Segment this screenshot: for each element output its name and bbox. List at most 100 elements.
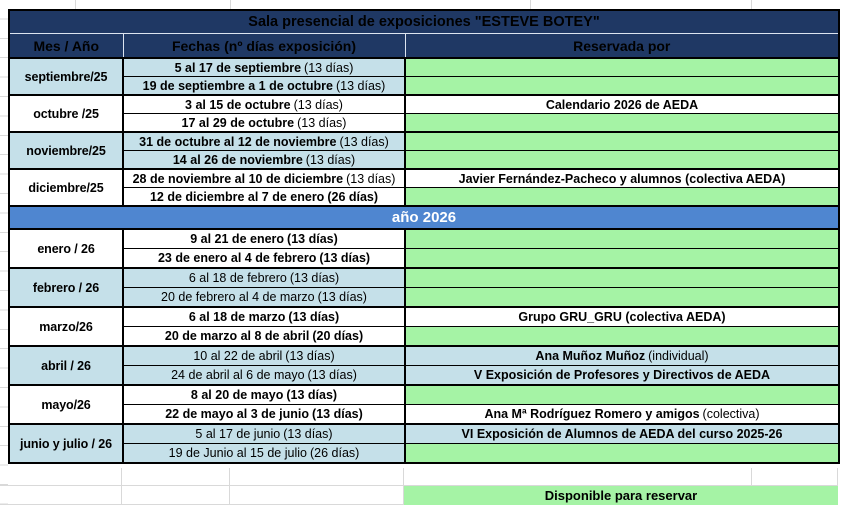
- reserved-by-cell[interactable]: Calendario 2026 de AEDA: [404, 94, 840, 114]
- col-header-mes-ano[interactable]: Mes / Año: [9, 33, 124, 58]
- column-gridline: [230, 0, 231, 9]
- days-count-text: (13 días): [283, 427, 333, 441]
- month-label-cell[interactable]: octubre /25: [8, 94, 124, 133]
- reserved-by-text: V Exposición de Profesores y Directivos …: [473, 368, 771, 382]
- month-label-cell[interactable]: diciembre/25: [8, 168, 124, 207]
- date-range-text: 19 de Junio al 15 de julio: [168, 446, 307, 460]
- date-range-cell[interactable]: 20 de marzo al 8 de abril (20 días): [122, 326, 406, 347]
- month-label-cell[interactable]: noviembre/25: [8, 131, 124, 170]
- date-range-cell[interactable]: 3 al 15 de octubre (13 días): [122, 94, 406, 114]
- date-range-cell[interactable]: 19 de septiembre a 1 de octubre (13 días): [122, 76, 406, 96]
- days-count-text: (13 días): [286, 388, 338, 402]
- days-count-text: (26 días): [327, 189, 379, 204]
- available-legend-cell[interactable]: Disponible para reservar: [404, 486, 838, 505]
- month-label-cell[interactable]: febrero / 26: [8, 267, 124, 308]
- reserved-by-cell[interactable]: V Exposición de Profesores y Directivos …: [404, 365, 840, 386]
- date-range-cell[interactable]: 6 al 18 de marzo (13 días): [122, 306, 406, 327]
- column-gridline: [75, 0, 76, 9]
- date-range-cell[interactable]: 14 al 26 de noviembre (13 días): [122, 150, 406, 170]
- column-gridline: [530, 0, 531, 9]
- month-label-cell[interactable]: enero / 26: [8, 228, 124, 269]
- date-range-cell[interactable]: 17 al 29 de octubre (13 días): [122, 113, 406, 133]
- date-range-cell[interactable]: 19 de Junio al 15 de julio (26 días): [122, 443, 406, 464]
- available-slot-cell[interactable]: [404, 228, 840, 249]
- available-slot-cell[interactable]: [404, 187, 840, 207]
- reserved-by-cell[interactable]: VI Exposición de Alumnos de AEDA del cur…: [404, 423, 840, 444]
- days-count-text: (13 días): [336, 78, 386, 93]
- days-count-text: (13 días): [339, 134, 389, 149]
- date-range-text: 23 de enero al 4 de febrero: [157, 251, 317, 265]
- days-count-text: (13 días): [317, 290, 367, 304]
- date-range-text: 14 al 26 de noviembre: [172, 152, 303, 167]
- reserved-by-cell[interactable]: Javier Fernández-Pacheco y alumnos (cole…: [404, 168, 840, 188]
- available-slot-cell[interactable]: [404, 443, 840, 464]
- days-count-text: (13 días): [304, 60, 354, 75]
- sheet-title-cell[interactable]: Sala presencial de exposiciones "ESTEVE …: [9, 10, 839, 34]
- date-range-text: 17 al 29 de octubre: [181, 115, 295, 130]
- available-slot-cell[interactable]: [404, 150, 840, 170]
- date-range-text: 9 al 21 de enero: [190, 232, 285, 246]
- date-range-cell[interactable]: 10 al 22 de abril (13 días): [122, 345, 406, 366]
- available-slot-cell[interactable]: [404, 131, 840, 151]
- month-label-cell[interactable]: junio y julio / 26: [8, 423, 124, 464]
- date-range-cell[interactable]: 28 de noviembre al 10 de diciembre (13 dí…: [122, 168, 406, 188]
- date-range-text: 6 al 18 de febrero: [188, 271, 287, 285]
- reserved-by-cell[interactable]: Grupo GRU_GRU (colectiva AEDA): [404, 306, 840, 327]
- date-range-cell[interactable]: 8 al 20 de mayo (13 días): [122, 384, 406, 405]
- date-range-text: 31 de octubre al 12 de noviembre: [139, 134, 337, 149]
- date-range-cell[interactable]: 12 de diciembre al 7 de enero (26 días): [122, 187, 406, 207]
- available-slot-cell[interactable]: [404, 113, 840, 133]
- available-slot-cell[interactable]: [404, 326, 840, 347]
- available-slot-cell[interactable]: [404, 287, 840, 308]
- date-range-cell[interactable]: 5 al 17 de junio (13 días): [122, 423, 406, 444]
- days-count-text: (13 días): [346, 171, 396, 186]
- reserved-by-text: Grupo GRU_GRU (colectiva AEDA): [518, 310, 726, 324]
- date-range-text: 24 de abril al 6 de mayo: [171, 368, 305, 382]
- available-slot-cell[interactable]: [404, 57, 840, 77]
- month-label-cell[interactable]: abril / 26: [8, 345, 124, 386]
- month-label-cell[interactable]: mayo/26: [8, 384, 124, 425]
- date-range-text: 20 de febrero al 4 de marzo: [161, 290, 315, 304]
- column-gridline: [403, 468, 404, 505]
- reservation-type-text: (individual): [648, 349, 709, 363]
- exhibition-schedule-table: Sala presencial de exposiciones "ESTEVE …: [8, 9, 840, 464]
- column-gridline: [751, 0, 752, 9]
- days-count-text: (13 días): [307, 368, 357, 382]
- date-range-text: 6 al 18 de marzo: [188, 310, 286, 324]
- date-range-cell[interactable]: 31 de octubre al 12 de noviembre (13 días…: [122, 131, 406, 151]
- reserved-by-cell[interactable]: Ana Muñoz Muñoz (individual): [404, 345, 840, 366]
- date-range-cell[interactable]: 24 de abril al 6 de mayo (13 días): [122, 365, 406, 386]
- reservation-type-text: (colectiva): [702, 407, 760, 421]
- date-range-cell[interactable]: 22 de mayo al 3 de junio (13 días): [122, 404, 406, 425]
- date-range-text: 19 de septiembre a 1 de octubre: [142, 78, 333, 93]
- date-range-cell[interactable]: 9 al 21 de enero (13 días): [122, 228, 406, 249]
- date-range-cell[interactable]: 6 al 18 de febrero (13 días): [122, 267, 406, 288]
- date-range-cell[interactable]: 20 de febrero al 4 de marzo (13 días): [122, 287, 406, 308]
- reserved-by-text: VI Exposición de Alumnos de AEDA del cur…: [461, 427, 783, 441]
- days-count-text: (13 días): [297, 115, 347, 130]
- available-slot-cell[interactable]: [404, 384, 840, 405]
- days-count-text: (13 días): [305, 152, 356, 167]
- available-slot-cell[interactable]: [404, 76, 840, 96]
- available-slot-cell[interactable]: [404, 248, 840, 269]
- year-banner-cell[interactable]: año 2026: [8, 205, 840, 230]
- date-range-cell[interactable]: 5 al 17 de septiembre (13 días): [122, 57, 406, 77]
- month-label-cell[interactable]: marzo/26: [8, 306, 124, 347]
- col-header-reservada-por[interactable]: Reservada por: [405, 33, 840, 58]
- date-range-text: 8 al 20 de mayo: [190, 388, 284, 402]
- days-count-text: (13 días): [319, 251, 371, 265]
- schedule-body: septiembre/25 5 al 17 de septiembre (13 dí…: [8, 57, 840, 464]
- date-range-cell[interactable]: 23 de enero al 4 de febrero (13 días): [122, 248, 406, 269]
- reserved-by-text: Javier Fernández-Pacheco y alumnos (cole…: [458, 171, 786, 186]
- date-range-text: 20 de marzo al 8 de abril: [164, 329, 310, 343]
- month-label-cell[interactable]: septiembre/25: [8, 57, 124, 96]
- column-gridline: [121, 468, 122, 505]
- col-header-fechas[interactable]: Fechas (nº días exposición): [123, 33, 406, 58]
- reserved-by-cell[interactable]: Ana Mª Rodríguez Romero y amigos (colecti…: [404, 404, 840, 425]
- reserved-by-text: Ana Muñoz Muñoz: [535, 349, 646, 363]
- days-count-text: (13 días): [288, 310, 340, 324]
- row-gridlines: [0, 0, 8, 505]
- available-slot-cell[interactable]: [404, 267, 840, 288]
- date-range-text: 10 al 22 de abril: [193, 349, 283, 363]
- days-count-text: (26 días): [309, 446, 360, 460]
